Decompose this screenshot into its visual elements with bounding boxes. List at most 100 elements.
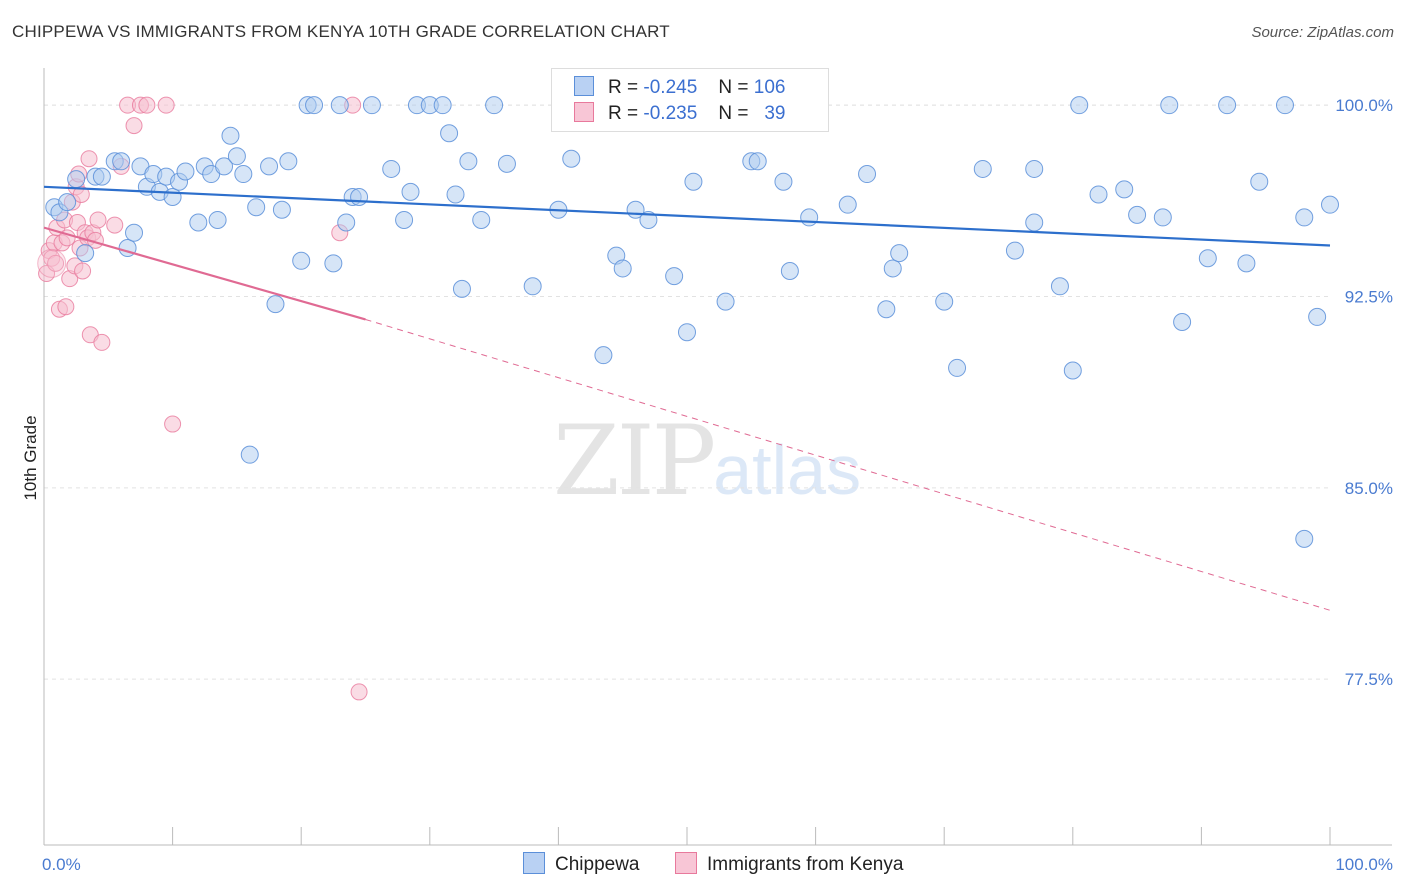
- axis-labels: 100.0% 92.5% 85.0% 77.5% 0.0% 100.0% 10th Grad…: [21, 96, 1393, 874]
- chippewa-point: [112, 152, 131, 171]
- chippewa-point: [838, 195, 857, 214]
- chippewa-point: [58, 193, 77, 212]
- chippewa-point: [485, 96, 504, 115]
- kenya-trend-line: [43, 226, 366, 321]
- chippewa-point: [800, 208, 819, 227]
- kenya-trend-extension: [365, 318, 1331, 611]
- chippewa-swatch: [574, 76, 594, 96]
- chippewa-point: [234, 165, 253, 184]
- chippewa-point: [1237, 254, 1256, 273]
- legend-row-kenya: R = -0.235 N = 39: [574, 102, 785, 126]
- watermark-atlas: atlas: [713, 431, 862, 509]
- kenya-point: [47, 254, 65, 272]
- chippewa-legend-label: Chippewa: [555, 854, 640, 875]
- chippewa-point: [1153, 208, 1172, 227]
- legend-r-label: R =: [608, 103, 639, 124]
- kenya-points: [37, 96, 368, 701]
- chippewa-point: [433, 96, 452, 115]
- kenya-point: [80, 150, 98, 168]
- chippewa-point: [305, 96, 324, 115]
- y-tick-label: 100.0%: [1335, 96, 1393, 115]
- legend-row-chippewa: R = -0.245 N = 106: [574, 76, 785, 100]
- chippewa-point: [176, 162, 195, 181]
- legend-n-label: N =: [718, 103, 749, 124]
- chippewa-point: [716, 292, 735, 311]
- chippewa-point: [1005, 241, 1024, 260]
- kenya-point: [89, 211, 107, 229]
- chippewa-point: [279, 152, 298, 171]
- chippewa-point: [883, 259, 902, 278]
- legend-n-label: N =: [718, 77, 749, 98]
- y-tick-label: 85.0%: [1345, 479, 1393, 498]
- chippewa-point: [240, 445, 259, 464]
- chippewa-point: [780, 261, 799, 280]
- y-axis-label: 10th Grade: [21, 415, 40, 500]
- kenya-point: [106, 216, 124, 234]
- kenya-swatch: [574, 102, 594, 122]
- x-tick-label: 0.0%: [42, 855, 81, 874]
- chippewa-point: [1115, 180, 1134, 199]
- chippewa-point: [890, 244, 909, 263]
- chippewa-point: [1295, 529, 1314, 548]
- chippewa-point: [350, 188, 369, 207]
- chippewa-point: [324, 254, 343, 273]
- chippewa-point: [446, 185, 465, 204]
- chippewa-point: [440, 124, 459, 143]
- legend-n-value: 106: [753, 77, 786, 98]
- chippewa-point: [472, 210, 491, 229]
- kenya-point: [37, 248, 67, 278]
- chippewa-point: [208, 210, 227, 229]
- chippewa-point: [1050, 277, 1069, 296]
- chippewa-point: [948, 358, 967, 377]
- chippewa-point: [523, 277, 542, 296]
- axes: [43, 68, 1392, 846]
- bottom-legend-kenya: Immigrants from Kenya: [675, 852, 903, 876]
- watermark-zip: ZIP: [553, 405, 716, 517]
- chippewa-point: [1250, 172, 1269, 191]
- chippewa-trend-line: [43, 185, 1331, 247]
- chippewa-point: [1198, 249, 1217, 268]
- legend-n-value: 39: [764, 103, 786, 124]
- chippewa-point: [76, 244, 95, 263]
- grid-lines: [44, 104, 1330, 680]
- chippewa-point: [973, 159, 992, 178]
- chippewa-point: [292, 251, 311, 270]
- chippewa-point: [1128, 205, 1147, 224]
- chippewa-point: [260, 157, 279, 176]
- chippewa-point: [189, 213, 208, 232]
- x-tick-label: 100.0%: [1335, 855, 1393, 874]
- chippewa-point: [497, 154, 516, 173]
- chippewa-point: [395, 210, 414, 229]
- chippewa-point: [362, 96, 381, 115]
- kenya-legend-swatch: [675, 852, 697, 874]
- chippewa-point: [163, 188, 182, 207]
- chippewa-point: [1295, 208, 1314, 227]
- chippewa-point: [1025, 213, 1044, 232]
- legend-r-label: R =: [608, 77, 639, 98]
- chippewa-point: [594, 346, 613, 365]
- chippewa-point: [1160, 96, 1179, 115]
- chippewa-point: [1173, 313, 1192, 332]
- chippewa-point: [452, 279, 471, 298]
- chippewa-point: [266, 295, 285, 314]
- kenya-point: [57, 298, 75, 316]
- chippewa-point: [67, 170, 86, 189]
- chippewa-point: [330, 96, 349, 115]
- kenya-point: [74, 262, 92, 280]
- kenya-point: [125, 117, 143, 135]
- chippewa-point: [639, 210, 658, 229]
- chippewa-point: [678, 323, 696, 342]
- chippewa-point: [92, 167, 111, 186]
- chippewa-point: [215, 157, 234, 176]
- chippewa-point: [1218, 96, 1237, 115]
- chippewa-points: [45, 96, 1339, 548]
- legend-r-value: -0.235: [643, 103, 698, 124]
- kenya-point: [157, 96, 175, 114]
- chippewa-point: [858, 165, 877, 184]
- chippewa-point: [1275, 96, 1294, 115]
- chippewa-point: [613, 259, 632, 278]
- chippewa-point: [1025, 159, 1044, 178]
- correlation-legend: R = -0.245 N = 106 R = -0.235 N = 39: [551, 68, 829, 132]
